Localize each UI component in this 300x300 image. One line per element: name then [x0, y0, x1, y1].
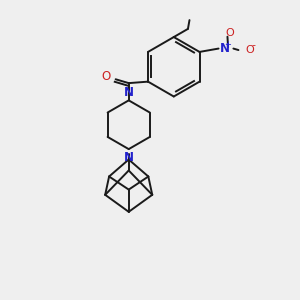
Text: O: O: [226, 28, 234, 38]
Text: N: N: [220, 42, 230, 55]
Text: N: N: [124, 86, 134, 99]
Text: N: N: [124, 151, 134, 164]
Text: O: O: [102, 70, 111, 83]
Text: -: -: [252, 40, 256, 50]
Text: +: +: [225, 40, 232, 49]
Text: O: O: [245, 45, 254, 55]
